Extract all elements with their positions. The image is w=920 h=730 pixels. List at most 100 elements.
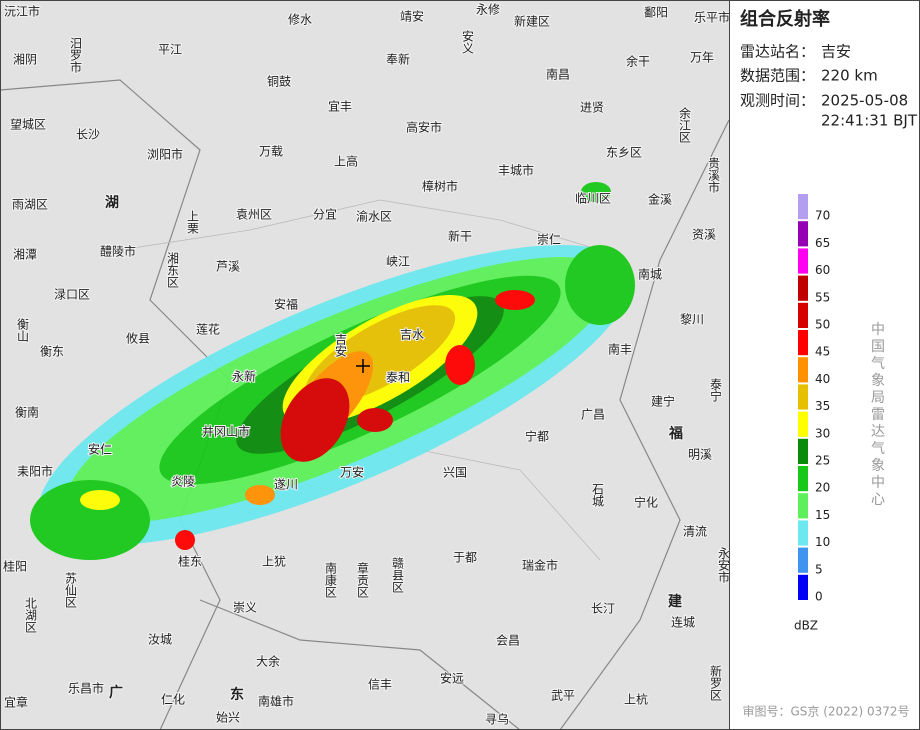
place-label: 雨湖区 [12, 197, 48, 212]
legend-label: 0 [815, 590, 823, 604]
place-label: 石城 [591, 483, 605, 508]
place-label: 长汀 [591, 602, 615, 616]
place-label: 崇仁 [537, 233, 561, 247]
place-label: 上栗 [186, 210, 200, 234]
legend-swatch [798, 330, 808, 356]
place-label: 渝水区 [356, 209, 392, 224]
legend-swatch [798, 221, 808, 247]
place-label: 明溪 [688, 448, 712, 462]
place-label: 丰城市 [498, 163, 534, 178]
radar-site [356, 359, 370, 373]
echo [495, 290, 535, 310]
panel-title: 组合反射率 [740, 8, 830, 30]
echo [581, 182, 611, 202]
place-label: 福 [668, 425, 683, 442]
place-label: 清流 [683, 525, 707, 539]
place-label: 万载 [259, 145, 283, 159]
place-label: 湘潭 [13, 247, 37, 262]
place-label: 连城 [671, 615, 695, 630]
place-label: 万年 [690, 51, 714, 65]
place-label: 赣县区 [391, 557, 405, 593]
place-label: 上犹 [262, 555, 286, 569]
place-label: 衡南 [15, 405, 39, 420]
place-label: 湖 [105, 195, 119, 211]
place-label: 峡江 [386, 255, 410, 269]
place-label: 章贡区 [356, 561, 370, 598]
place-label: 衡山 [16, 318, 30, 342]
legend-swatch [798, 520, 808, 546]
legend-swatch [798, 302, 808, 328]
place-label: 余干 [626, 54, 650, 69]
place-label: 资溪 [692, 228, 716, 242]
place-label: 铜鼓 [267, 74, 291, 89]
place-label: 桂阳 [3, 559, 27, 574]
place-label: 建 [668, 593, 682, 610]
place-label: 鄱阳 [644, 6, 668, 20]
place-label: 瑞金市 [522, 558, 558, 573]
place-label: 炎陵 [171, 475, 195, 489]
echo [175, 530, 195, 550]
place-label: 樟树市 [422, 179, 458, 194]
range-label: 数据范围： [740, 67, 815, 85]
place-label: 南城 [638, 267, 662, 282]
legend-label: 20 [815, 481, 830, 495]
place-label: 芦溪 [216, 260, 240, 274]
place-label: 宁都 [525, 429, 549, 444]
approval: 审图号：GS京 (2022) 0372号 [743, 704, 910, 719]
echo [357, 408, 393, 432]
place-label: 湘阴 [13, 52, 37, 67]
legend-label: 30 [815, 426, 830, 440]
place-label: 吉安 [334, 333, 348, 357]
place-label: 北湖区 [24, 597, 38, 633]
place-label: 浏阳市 [147, 147, 183, 162]
place-label: 靖安 [400, 9, 424, 24]
echo [445, 345, 475, 385]
place-label: 崇义 [233, 601, 257, 615]
place-label: 汨罗市 [69, 37, 83, 73]
legend-label: 40 [815, 372, 830, 386]
place-label: 会昌 [496, 634, 520, 648]
legend-label: 15 [815, 508, 830, 522]
place-label: 汝城 [148, 633, 172, 647]
place-label: 奉新 [386, 52, 410, 67]
place-label: 莲花 [196, 322, 220, 337]
place-label: 进贤 [580, 101, 604, 115]
place-label: 攸县 [126, 331, 150, 346]
place-label: 于都 [453, 551, 477, 565]
legend-label: 55 [815, 290, 830, 304]
place-label: 吉水 [400, 328, 424, 342]
place-label: 南丰 [608, 342, 632, 357]
place-label: 长沙 [76, 128, 100, 142]
place-label: 永安市 [717, 547, 731, 583]
place-label: 万安 [340, 465, 364, 480]
place-label: 遂川 [274, 478, 298, 492]
range: 220 km [821, 67, 878, 85]
place-label: 渌口区 [54, 287, 90, 302]
place-label: 安远 [440, 671, 464, 686]
place-label: 宜丰 [328, 99, 352, 114]
place-label: 衡东 [40, 345, 64, 359]
place-label: 安义 [461, 29, 475, 54]
legend: 0 5 10 15 20 25 30 35 40 45 50 55 60 65 70 [798, 194, 830, 604]
legend-label: 50 [815, 318, 830, 332]
station: 吉安 [821, 43, 851, 61]
place-label: 黎川 [680, 313, 704, 327]
county-border [119, 199, 601, 251]
place-label: 上高 [334, 154, 358, 169]
place-label: 泰宁 [709, 378, 723, 402]
station-label: 雷达站名： [740, 43, 815, 61]
legend-swatch [798, 466, 808, 492]
place-label: 醴陵市 [100, 244, 136, 259]
place-label: 仁化 [161, 693, 185, 707]
place-label: 分宜 [313, 207, 337, 222]
time-date: 2025-05-08 [821, 92, 908, 110]
legend-label: 45 [815, 345, 830, 359]
legend-label: 25 [815, 454, 830, 468]
time-label: 观测时间： [740, 92, 815, 110]
place-label: 修水 [288, 12, 312, 27]
legend-swatch [798, 438, 808, 464]
legend-swatch [798, 194, 808, 220]
place-label: 始兴 [216, 711, 240, 725]
place-label: 安仁 [88, 442, 112, 457]
